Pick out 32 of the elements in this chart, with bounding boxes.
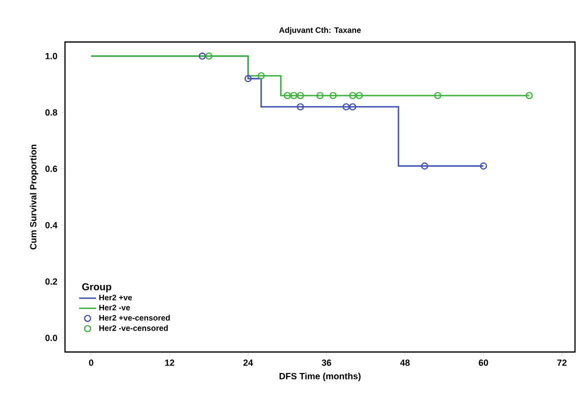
point: [258, 72, 265, 80]
point: [316, 92, 324, 100]
x-tick-label: 60: [478, 360, 488, 366]
x-tick-label: 24: [243, 360, 254, 366]
point: [198, 52, 206, 60]
y-axis-title: Cum Survival Proportion: [30, 144, 38, 250]
y-tick-label: 0.8: [45, 109, 58, 116]
x-tick-label: 12: [165, 360, 174, 366]
point: [421, 162, 428, 170]
y-tick-label: 0.6: [45, 166, 58, 172]
y-tick-label: 0.2: [45, 278, 58, 285]
x-tick-label: 48: [400, 360, 410, 366]
point: [329, 92, 337, 100]
y-tick-label: 0.0: [45, 334, 58, 342]
x-axis-title: DFS Time (months): [280, 372, 361, 382]
point: [349, 92, 356, 100]
point: [244, 75, 252, 82]
point: [296, 103, 304, 110]
y-tick-label: 1.0: [46, 52, 58, 60]
x-tick-label: 36: [322, 360, 332, 366]
point: [205, 52, 212, 60]
point: [290, 92, 298, 100]
y-tick-label: 0.4: [45, 222, 58, 228]
x-tick-label: 72: [557, 360, 567, 366]
point: [356, 92, 363, 100]
point: [296, 92, 304, 100]
point: [349, 103, 356, 110]
point: [434, 92, 442, 100]
point: [342, 103, 350, 110]
legend-title: Group: [82, 283, 112, 292]
point: [284, 92, 291, 100]
x-tick-label: 0: [89, 360, 94, 366]
